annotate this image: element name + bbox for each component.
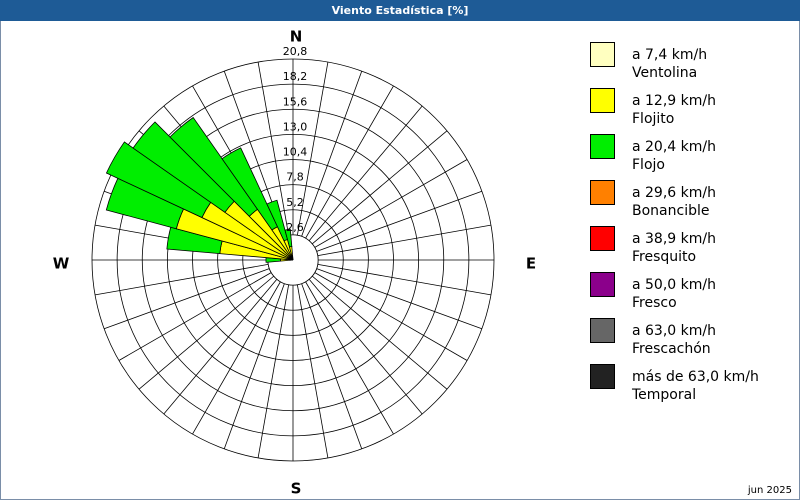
- legend: a 7,4 km/h Ventolina a 12,9 km/h Flojito a 2…: [590, 42, 759, 403]
- legend-description: Frescachón: [632, 341, 711, 357]
- legend-swatch: [590, 364, 615, 389]
- legend-description: Temporal: [631, 387, 696, 403]
- legend-description: Ventolina: [632, 65, 697, 81]
- footer-date: jun 2025: [747, 485, 792, 496]
- legend-swatch: [590, 180, 615, 205]
- legend-swatch: [590, 134, 615, 159]
- legend-swatch: [590, 272, 615, 297]
- legend-description: Bonancible: [632, 203, 709, 219]
- legend-label: a 29,6 km/h: [632, 185, 716, 201]
- compass-label: E: [526, 255, 536, 273]
- ring: [116, 83, 470, 437]
- wedge-segment: [105, 141, 212, 219]
- legend-label: más de 63,0 km/h: [632, 369, 759, 385]
- ring: [141, 108, 445, 412]
- ring: [192, 159, 394, 361]
- legend-label: a 63,0 km/h: [632, 323, 716, 339]
- r-tick-label: 13,0: [283, 120, 308, 133]
- compass-label: N: [290, 28, 303, 46]
- ring: [91, 58, 495, 462]
- wedge-segment: [266, 199, 288, 242]
- compass-label: W: [53, 255, 70, 273]
- ring: [166, 133, 420, 387]
- r-tick-label: 5,2: [286, 196, 304, 209]
- wedge-segment: [132, 121, 235, 213]
- chart-title: Viento Estadística [%]: [332, 4, 469, 17]
- legend-label: a 7,4 km/h: [632, 47, 707, 63]
- wedge-segment: [284, 228, 293, 248]
- legend-description: Flojo: [632, 157, 665, 173]
- legend-swatch: [590, 226, 615, 251]
- legend-description: Fresco: [632, 295, 677, 311]
- legend-swatch: [590, 318, 615, 343]
- legend-description: Fresquito: [632, 249, 696, 265]
- wedges: [105, 116, 294, 263]
- legend-label: a 38,9 km/h: [632, 231, 716, 247]
- r-tick-label: 15,6: [283, 95, 308, 108]
- compass-label: S: [291, 480, 302, 498]
- wedge-segment: [221, 147, 279, 231]
- ring: [242, 209, 344, 311]
- r-tick-label: 10,4: [283, 146, 308, 159]
- title-bar: [0, 0, 800, 21]
- legend-description: Flojito: [632, 111, 674, 127]
- r-tick-label: 2,6: [286, 221, 304, 234]
- legend-label: a 50,0 km/h: [632, 277, 716, 293]
- ring: [217, 184, 369, 336]
- r-tick-label: 7,8: [286, 171, 304, 184]
- radial-labels: 2,6 5,2 7,8 10,4 13,0 15,6 18,2 20,8: [283, 45, 308, 234]
- r-tick-label: 18,2: [283, 70, 308, 83]
- legend-label: a 12,9 km/h: [632, 93, 716, 109]
- wedge-segment: [169, 116, 259, 217]
- legend-swatch: [590, 88, 615, 113]
- legend-swatch: [590, 42, 615, 67]
- r-tick-label: 20,8: [283, 45, 308, 58]
- legend-label: a 20,4 km/h: [632, 139, 716, 155]
